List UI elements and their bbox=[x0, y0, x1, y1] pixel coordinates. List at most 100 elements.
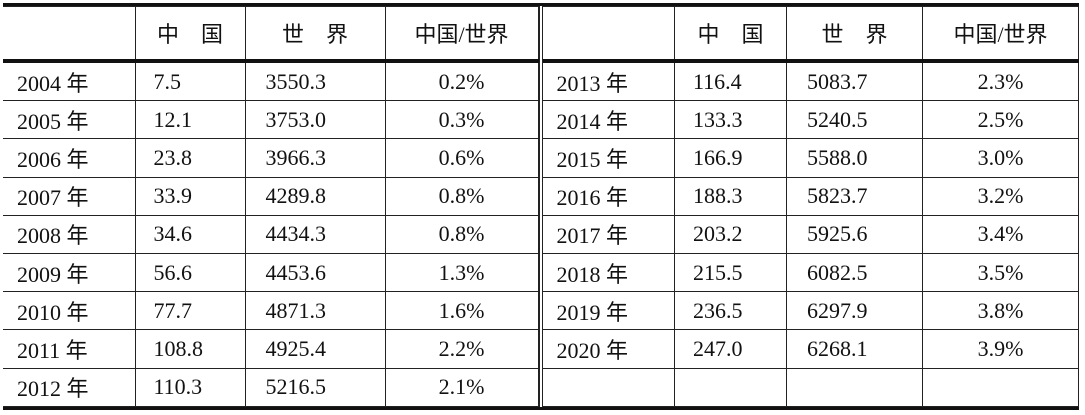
table-row: 2020 年 247.0 6268.1 3.9% bbox=[542, 329, 1079, 369]
china-cell: 166.9 bbox=[674, 138, 787, 178]
world-cell: 3550.3 bbox=[244, 60, 386, 102]
year-cell: 2010 年 bbox=[3, 291, 136, 331]
ratio-cell: 3.0% bbox=[922, 138, 1079, 178]
table-row: 2018 年 215.5 6082.5 3.5% bbox=[542, 252, 1079, 293]
china-cell: 33.9 bbox=[134, 176, 246, 216]
ratio-cell: 0.8% bbox=[384, 176, 539, 216]
header-world: 世 界 bbox=[786, 6, 923, 63]
china-cell: 23.8 bbox=[134, 138, 246, 178]
table-row: 2006 年 23.8 3966.3 0.6% bbox=[3, 138, 539, 178]
double-divider bbox=[538, 6, 543, 407]
header-ratio: 中国/世界 bbox=[922, 6, 1079, 63]
year-cell: 2005 年 bbox=[3, 100, 136, 140]
header-blank bbox=[3, 6, 136, 63]
table-right-half: 中 国世 界中国/世界 2013 年 116.4 5083.7 2.3% 2014 年 13… bbox=[542, 6, 1079, 407]
table-row: 2016 年 188.3 5823.7 3.2% bbox=[542, 176, 1079, 216]
ratio-cell: 1.3% bbox=[384, 252, 539, 293]
table-left-half: 中 国世 界中国/世界 2004 年 7.5 3550.3 0.2% 2005 年 12.1… bbox=[3, 6, 539, 407]
year-cell: 2007 年 bbox=[3, 176, 136, 216]
table-row: 2017 年 203.2 5925.6 3.4% bbox=[542, 214, 1079, 254]
table-row: 2008 年 34.6 4434.3 0.8% bbox=[3, 214, 539, 254]
world-cell: 4289.8 bbox=[244, 176, 386, 216]
ratio-cell: 3.5% bbox=[922, 252, 1079, 293]
ratio-cell: 2.1% bbox=[384, 367, 539, 407]
china-cell: 133.3 bbox=[674, 100, 787, 140]
world-cell: 4434.3 bbox=[244, 214, 386, 254]
header-ratio: 中国/世界 bbox=[384, 6, 539, 63]
table-row: 2011 年 108.8 4925.4 2.2% bbox=[3, 329, 539, 369]
ratio-cell: 0.3% bbox=[384, 100, 539, 140]
world-cell: 5083.7 bbox=[786, 60, 923, 102]
ratio-cell: 0.2% bbox=[384, 60, 539, 102]
year-cell: 2015 年 bbox=[542, 138, 675, 178]
ratio-cell: 3.9% bbox=[922, 329, 1079, 369]
china-cell: 247.0 bbox=[674, 329, 787, 369]
table-row: 2019 年 236.5 6297.9 3.8% bbox=[542, 291, 1079, 331]
header-row: 中 国世 界中国/世界 bbox=[542, 6, 1079, 63]
world-cell: 4453.6 bbox=[244, 252, 386, 293]
table-row: 2013 年 116.4 5083.7 2.3% bbox=[542, 60, 1079, 102]
year-cell: 2004 年 bbox=[3, 60, 136, 102]
table-row: 2012 年 110.3 5216.5 2.1% bbox=[3, 367, 539, 407]
china-cell: 56.6 bbox=[134, 252, 246, 293]
ratio-cell: 2.5% bbox=[922, 100, 1079, 140]
china-cell: 203.2 bbox=[674, 214, 787, 254]
china-cell: 110.3 bbox=[134, 367, 246, 407]
table-row bbox=[542, 367, 1079, 407]
ratio-cell: 3.4% bbox=[922, 214, 1079, 254]
year-cell: 2017 年 bbox=[542, 214, 675, 254]
world-cell: 6297.9 bbox=[786, 291, 923, 331]
year-cell: 2014 年 bbox=[542, 100, 675, 140]
year-cell: 2018 年 bbox=[542, 252, 675, 293]
ratio-cell: 3.2% bbox=[922, 176, 1079, 216]
year-cell bbox=[542, 367, 675, 407]
table-row: 2015 年 166.9 5588.0 3.0% bbox=[542, 138, 1079, 178]
world-cell: 5823.7 bbox=[786, 176, 923, 216]
world-cell: 6082.5 bbox=[786, 252, 923, 293]
china-cell: 116.4 bbox=[674, 60, 787, 102]
table-row: 2014 年 133.3 5240.5 2.5% bbox=[542, 100, 1079, 140]
year-cell: 2009 年 bbox=[3, 252, 136, 293]
header-china: 中 国 bbox=[134, 6, 246, 63]
world-cell: 5216.5 bbox=[244, 367, 386, 407]
world-cell bbox=[786, 367, 923, 407]
year-cell: 2008 年 bbox=[3, 214, 136, 254]
year-cell: 2020 年 bbox=[542, 329, 675, 369]
world-cell: 4925.4 bbox=[244, 329, 386, 369]
world-cell: 3966.3 bbox=[244, 138, 386, 178]
ratio-cell: 3.8% bbox=[922, 291, 1079, 331]
year-cell: 2013 年 bbox=[542, 60, 675, 102]
header-world: 世 界 bbox=[244, 6, 386, 63]
china-cell: 12.1 bbox=[134, 100, 246, 140]
ratio-cell: 1.6% bbox=[384, 291, 539, 331]
table-row: 2010 年 77.7 4871.3 1.6% bbox=[3, 291, 539, 331]
china-cell: 236.5 bbox=[674, 291, 787, 331]
china-cell: 215.5 bbox=[674, 252, 787, 293]
world-cell: 5240.5 bbox=[786, 100, 923, 140]
world-cell: 5925.6 bbox=[786, 214, 923, 254]
ratio-cell: 0.8% bbox=[384, 214, 539, 254]
year-cell: 2012 年 bbox=[3, 367, 136, 407]
ratio-cell: 2.2% bbox=[384, 329, 539, 369]
header-china: 中 国 bbox=[674, 6, 787, 63]
china-cell: 77.7 bbox=[134, 291, 246, 331]
world-cell: 3753.0 bbox=[244, 100, 386, 140]
table-row: 2007 年 33.9 4289.8 0.8% bbox=[3, 176, 539, 216]
ratio-cell: 2.3% bbox=[922, 60, 1079, 102]
year-cell: 2016 年 bbox=[542, 176, 675, 216]
ratio-cell: 0.6% bbox=[384, 138, 539, 178]
china-cell: 108.8 bbox=[134, 329, 246, 369]
table-row: 2005 年 12.1 3753.0 0.3% bbox=[3, 100, 539, 140]
china-cell: 188.3 bbox=[674, 176, 787, 216]
year-cell: 2011 年 bbox=[3, 329, 136, 369]
year-cell: 2019 年 bbox=[542, 291, 675, 331]
table-row: 2004 年 7.5 3550.3 0.2% bbox=[3, 60, 539, 102]
table-row: 2009 年 56.6 4453.6 1.3% bbox=[3, 252, 539, 293]
world-cell: 5588.0 bbox=[786, 138, 923, 178]
data-table: 中 国世 界中国/世界 2004 年 7.5 3550.3 0.2% 2005 年 12.1… bbox=[3, 3, 1079, 410]
world-cell: 4871.3 bbox=[244, 291, 386, 331]
china-cell bbox=[674, 367, 787, 407]
header-blank bbox=[542, 6, 675, 63]
year-cell: 2006 年 bbox=[3, 138, 136, 178]
ratio-cell bbox=[922, 367, 1079, 407]
